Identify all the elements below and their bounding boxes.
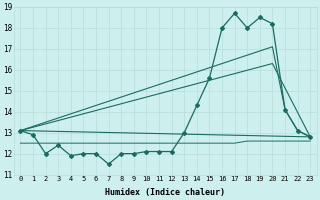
X-axis label: Humidex (Indice chaleur): Humidex (Indice chaleur) <box>105 188 225 197</box>
